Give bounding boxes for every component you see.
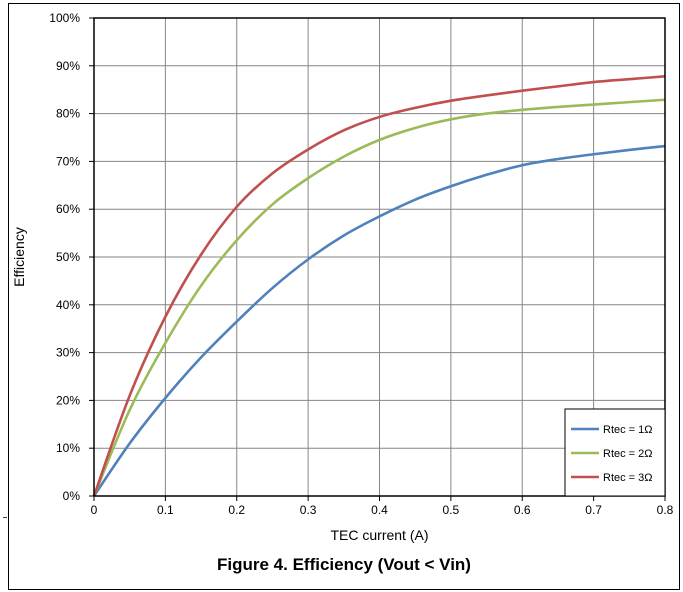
x-tick-label: 0.6	[514, 503, 531, 517]
y-tick-label: 20%	[56, 393, 80, 407]
margin-mark	[3, 517, 7, 518]
axes: 0% 10% 20% 30% 40% 50% 60% 70% 80% 90% 100% 0 0.1 0.2…	[11, 11, 674, 543]
plot-area-border	[93, 17, 666, 497]
series-line-3	[92, 75, 666, 497]
x-tick-label: 0.4	[371, 503, 388, 517]
y-tick-label: 60%	[56, 202, 80, 216]
x-tick-label: 0.2	[228, 503, 245, 517]
legend: Rtec = 1Ω Rtec = 2Ω Rtec = 3Ω	[564, 408, 666, 497]
efficiency-chart: 0% 10% 20% 30% 40% 50% 60% 70% 80% 90% 100% 0 0.1 0.2…	[11, 11, 674, 543]
x-tick-label: 0.3	[300, 503, 317, 517]
y-tick-label: 0%	[63, 489, 81, 503]
x-tick-label: 0.7	[585, 503, 602, 517]
x-tick-label: 0.8	[657, 503, 674, 517]
legend-label: Rtec = 2Ω	[603, 448, 653, 460]
y-axis-title: Efficiency	[11, 227, 27, 287]
y-tick-label: 40%	[56, 298, 80, 312]
legend-box	[564, 408, 666, 497]
y-tick-label: 50%	[56, 250, 80, 264]
y-tick-label: 30%	[56, 346, 80, 360]
y-tick-label: 70%	[56, 154, 80, 168]
figure-frame: 0% 10% 20% 30% 40% 50% 60% 70% 80% 90% 100% 0 0.1 0.2…	[8, 3, 680, 590]
series-line-2	[92, 98, 666, 497]
figure-caption: Figure 4. Efficiency (Vout < Vin)	[217, 555, 471, 574]
series-lines	[92, 75, 666, 497]
legend-label: Rtec = 3Ω	[603, 472, 653, 484]
x-axis-title: TEC current (A)	[330, 527, 428, 543]
y-tick-label: 10%	[56, 441, 80, 455]
x-tick-label: 0.5	[443, 503, 460, 517]
legend-label: Rtec = 1Ω	[603, 424, 653, 436]
x-tick-label: 0.1	[157, 503, 174, 517]
y-tick-label: 100%	[49, 11, 80, 25]
y-tick-label: 80%	[56, 107, 80, 121]
x-tick-label: 0	[91, 503, 98, 517]
series-line-1	[92, 144, 666, 497]
y-tick-label: 90%	[56, 59, 80, 73]
